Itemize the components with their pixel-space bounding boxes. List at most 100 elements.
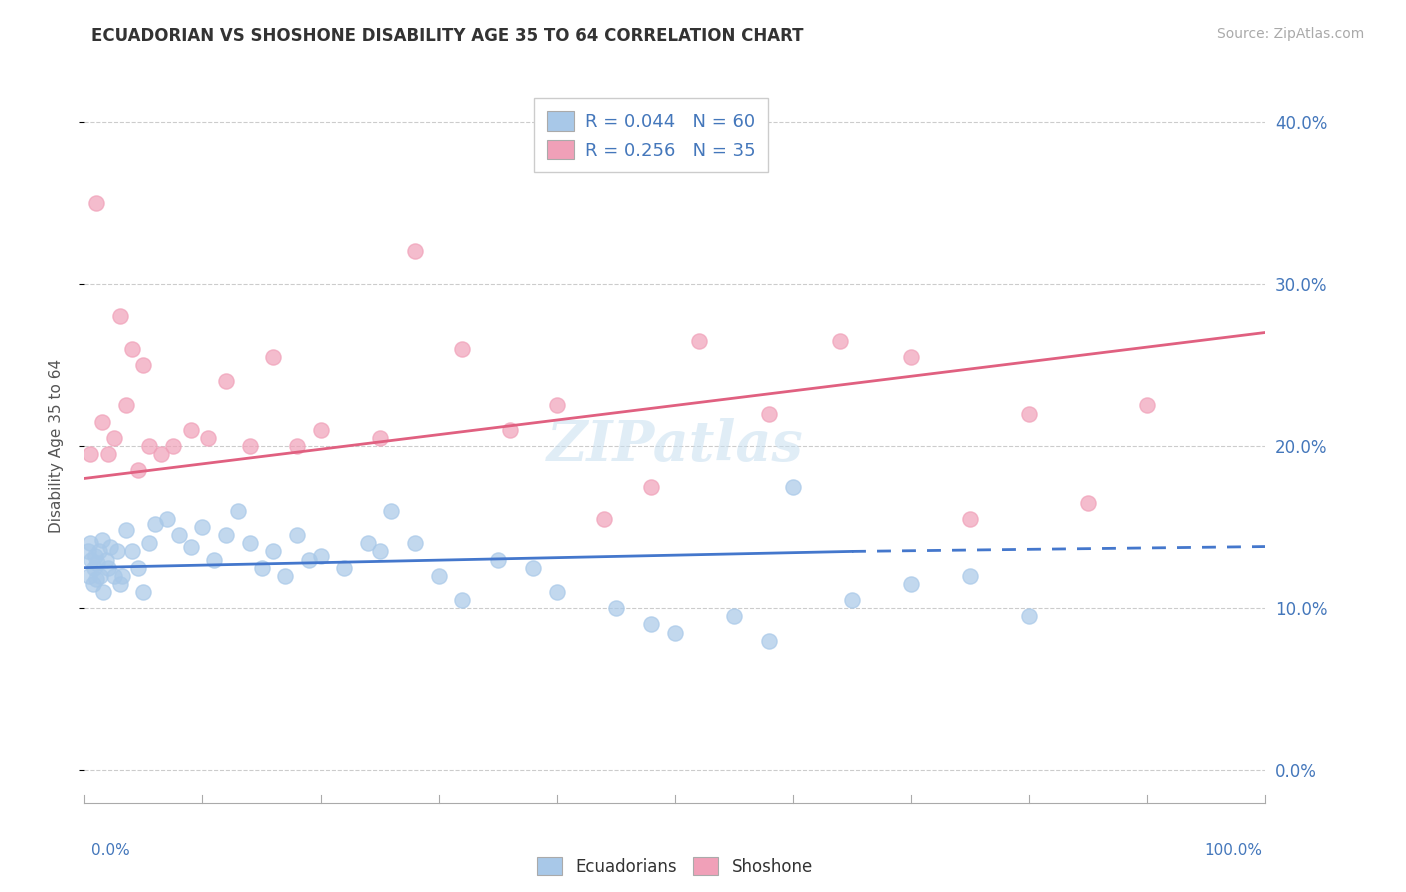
Point: [79, 536, 101, 550]
Point: [77, 544, 100, 558]
Point: [215, 374, 238, 388]
Point: [368, 431, 391, 445]
Point: [640, 617, 662, 632]
Point: [121, 342, 143, 356]
Point: [114, 524, 136, 538]
Point: [285, 528, 308, 542]
Point: [285, 439, 308, 453]
Point: [605, 601, 627, 615]
Point: [368, 544, 391, 558]
Point: [202, 552, 225, 566]
Point: [640, 479, 662, 493]
Point: [108, 310, 131, 324]
Point: [380, 504, 402, 518]
Point: [97, 560, 120, 574]
Text: 0.0%: 0.0%: [91, 843, 131, 858]
Point: [86, 556, 108, 570]
Point: [546, 585, 568, 599]
Point: [451, 342, 474, 356]
Point: [84, 195, 107, 210]
Point: [138, 536, 160, 550]
Point: [959, 568, 981, 582]
Point: [191, 520, 214, 534]
Point: [107, 544, 129, 558]
Point: [900, 350, 922, 364]
Point: [167, 528, 190, 542]
Point: [77, 568, 100, 582]
Point: [83, 560, 105, 574]
Point: [309, 423, 332, 437]
Point: [226, 504, 249, 518]
Point: [1077, 496, 1099, 510]
Point: [274, 568, 297, 582]
Point: [593, 512, 616, 526]
Point: [143, 516, 166, 531]
Point: [84, 549, 107, 564]
Point: [333, 560, 356, 574]
Point: [1136, 399, 1159, 413]
Point: [758, 633, 780, 648]
Point: [138, 439, 160, 453]
Point: [309, 549, 332, 564]
Point: [91, 415, 114, 429]
Point: [1018, 609, 1040, 624]
Point: [239, 536, 262, 550]
Point: [94, 552, 117, 566]
Point: [150, 447, 173, 461]
Point: [262, 544, 284, 558]
Point: [180, 540, 202, 554]
Point: [156, 512, 179, 526]
Point: [664, 625, 686, 640]
Point: [900, 577, 922, 591]
Point: [404, 536, 426, 550]
Point: [841, 593, 863, 607]
Point: [546, 399, 568, 413]
Point: [522, 560, 544, 574]
Point: [782, 479, 804, 493]
Point: [114, 399, 136, 413]
Y-axis label: Disability Age 35 to 64: Disability Age 35 to 64: [49, 359, 63, 533]
Point: [498, 423, 520, 437]
Point: [197, 431, 219, 445]
Point: [723, 609, 745, 624]
Point: [132, 358, 155, 372]
Point: [98, 540, 121, 554]
Point: [180, 423, 202, 437]
Point: [132, 585, 155, 599]
Point: [111, 568, 134, 582]
Point: [357, 536, 380, 550]
Point: [830, 334, 852, 348]
Point: [103, 431, 125, 445]
Point: [91, 585, 114, 599]
Point: [215, 528, 238, 542]
Point: [427, 568, 450, 582]
Point: [84, 572, 107, 586]
Point: [162, 439, 184, 453]
Text: ZIPatlas: ZIPatlas: [547, 418, 803, 474]
Legend: Ecuadorians, Shoshone: Ecuadorians, Shoshone: [524, 846, 825, 888]
Point: [127, 463, 149, 477]
Point: [127, 560, 149, 574]
Text: Source: ZipAtlas.com: Source: ZipAtlas.com: [1216, 27, 1364, 41]
Point: [87, 544, 110, 558]
Point: [97, 447, 120, 461]
Point: [108, 577, 131, 591]
Point: [404, 244, 426, 259]
Point: [82, 577, 104, 591]
Text: 100.0%: 100.0%: [1205, 843, 1263, 858]
Point: [758, 407, 780, 421]
Point: [451, 593, 474, 607]
Point: [80, 552, 103, 566]
Point: [298, 552, 321, 566]
Point: [79, 447, 101, 461]
Text: ECUADORIAN VS SHOSHONE DISABILITY AGE 35 TO 64 CORRELATION CHART: ECUADORIAN VS SHOSHONE DISABILITY AGE 35…: [91, 27, 804, 45]
Point: [486, 552, 509, 566]
Point: [89, 568, 111, 582]
Point: [688, 334, 710, 348]
Point: [121, 544, 143, 558]
Point: [250, 560, 273, 574]
Point: [103, 568, 125, 582]
Point: [959, 512, 981, 526]
Point: [262, 350, 284, 364]
Point: [91, 533, 114, 547]
